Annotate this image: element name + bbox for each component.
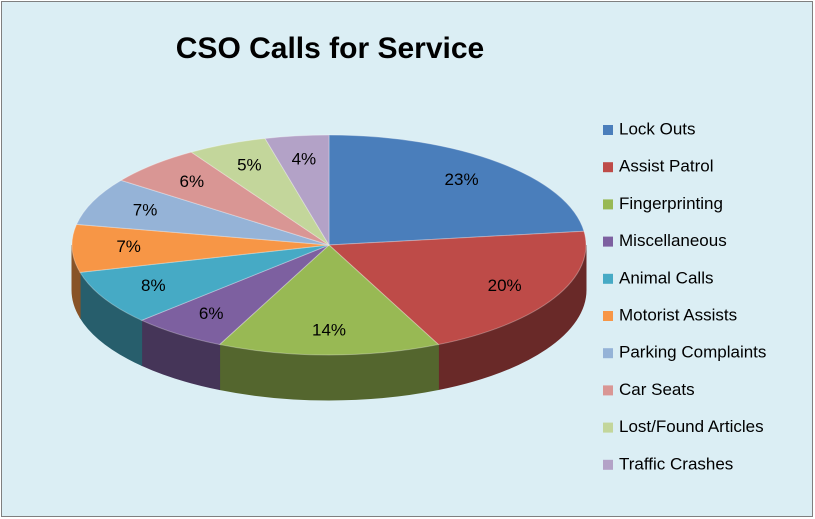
data-label: 6% [179,172,204,191]
legend-swatch [603,348,613,359]
legend-label: Assist Patrol [619,157,713,176]
data-label: 14% [312,320,346,339]
legend-swatch [603,385,613,396]
data-label: 7% [133,200,158,219]
data-label: 20% [488,276,522,295]
legend-label: Car Seats [619,380,695,399]
legend-label: Traffic Crashes [619,454,733,473]
pie-slice [327,230,587,346]
legend-swatch [603,422,613,433]
pie-slice [218,244,440,356]
data-label: 7% [116,237,141,256]
legend-label: Lock Outs [619,119,696,138]
legend-swatch [603,199,613,210]
legend-swatch [603,162,613,173]
data-label: 4% [292,149,317,168]
legend-label: Miscellaneous [619,231,727,250]
legend-label: Parking Complaints [619,343,766,362]
legend-swatch [603,459,613,470]
pie-slice [328,134,585,246]
pie-slice [140,244,330,346]
pie-slice [79,244,330,321]
pie-slice [190,137,330,246]
pie-slice [119,151,330,246]
chart-title: CSO Calls for Service [176,32,484,65]
legend-swatch [603,311,613,321]
legend-swatch [603,125,613,135]
legend-label: Lost/Found Articles [619,417,764,436]
pie-slice [75,179,330,246]
legend-label: Motorist Assists [619,305,737,324]
legend-label: Fingerprinting [619,194,723,213]
data-label: 23% [445,170,479,189]
legend-swatch [603,236,613,247]
legend-swatch [603,273,613,284]
legend-label: Animal Calls [619,268,713,287]
data-label: 8% [141,276,166,295]
data-label: 6% [199,304,224,323]
data-label: 5% [237,156,262,175]
pie-slice [264,134,330,247]
pie-slice [71,223,330,273]
